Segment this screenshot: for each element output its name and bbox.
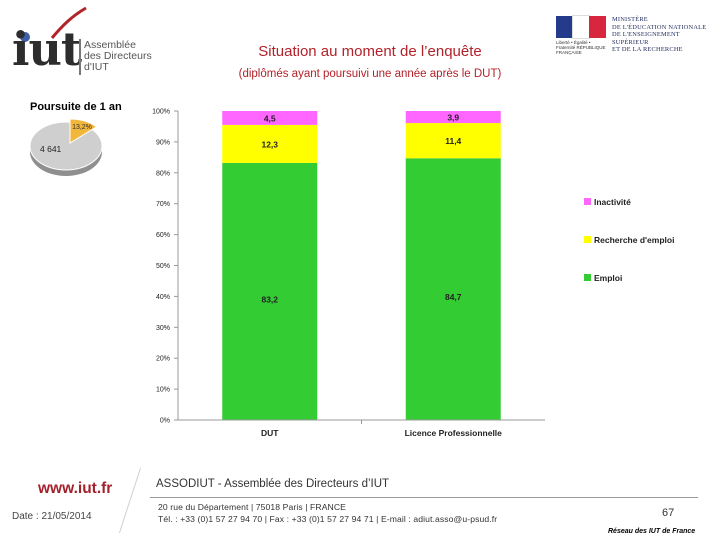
y-tick-label: 60% xyxy=(156,232,170,239)
pie-highlight-label: 13,2% xyxy=(72,124,92,131)
org-line-3: d'IUT xyxy=(84,61,109,73)
logo-swoosh-icon xyxy=(50,6,87,39)
data-label: 11,4 xyxy=(445,136,461,146)
pie-slice-highlight xyxy=(69,118,98,144)
network-name: Réseau des IUT de France xyxy=(608,528,696,535)
website-link[interactable]: www.iut.fr xyxy=(38,480,113,497)
ministry-logo: Liberté • Égalité • Fraternité RÉPUBLIQU… xyxy=(556,15,716,55)
org-line-2: des Directeurs xyxy=(84,50,152,62)
logo-org-name: Assemblée des Directeurs d'IUT xyxy=(84,40,164,73)
y-tick-label: 80% xyxy=(156,170,170,177)
y-tick-label: 40% xyxy=(156,294,170,301)
x-tick-label: Licence Professionnelle xyxy=(405,428,503,438)
association-name: ASSODIUT - Assemblée des Directeurs d’IU… xyxy=(156,478,390,490)
address-line-2: Tél. : +33 (0)1 57 27 94 70 | Fax : +33 … xyxy=(158,514,498,524)
ministry-name: MINISTÈRE DE L'ÉDUCATION NATIONALE DE L'… xyxy=(612,16,716,54)
logo-text: iut xyxy=(12,22,82,76)
y-tick-label: 50% xyxy=(156,263,170,270)
legend-swatch xyxy=(584,198,591,205)
pie-chart: 13,2% 4 641 xyxy=(29,118,103,176)
y-tick-label: 30% xyxy=(156,325,170,332)
data-label: 4,5 xyxy=(264,113,276,123)
y-tick-label: 0% xyxy=(160,418,170,425)
bar-segment xyxy=(405,123,501,159)
pie-count-label: 4 641 xyxy=(40,144,62,154)
bar-segment xyxy=(222,111,318,125)
data-label: 83,2 xyxy=(261,294,278,304)
ministry-line-2: DE L'ÉDUCATION NATIONALE xyxy=(612,23,707,31)
legend-swatch xyxy=(584,236,591,243)
y-tick-label: 90% xyxy=(156,139,170,146)
page-number: 67 xyxy=(662,507,675,519)
ministry-line-1: MINISTÈRE xyxy=(612,16,648,23)
footer-separator xyxy=(118,468,141,533)
bar-segment xyxy=(405,111,501,124)
iut-logo: iut Assemblée des Directeurs d'IUT xyxy=(12,6,152,82)
org-line-1: Assemblée xyxy=(84,39,136,51)
legend-label: Emploi xyxy=(594,273,622,283)
slide-title: Situation au moment de l’enquête xyxy=(258,43,482,60)
y-tick-label: 100% xyxy=(152,109,170,116)
legend-label: Recherche d'emploi xyxy=(594,235,674,245)
slide-subtitle: (diplômés ayant poursuivi une année aprè… xyxy=(238,68,502,80)
french-flag-icon xyxy=(556,15,606,39)
bar-segment xyxy=(405,158,501,420)
y-tick-label: 70% xyxy=(156,201,170,208)
data-label: 84,7 xyxy=(445,292,462,302)
legend-label: Inactivité xyxy=(594,197,631,207)
x-tick-label: DUT xyxy=(261,428,279,438)
data-label: 12,3 xyxy=(261,139,278,149)
y-axis: 0% 10% 20% 30% 40% 50% 60% 70% 80% 90% 100% xyxy=(152,109,179,425)
x-axis: DUT Licence Professionnelle xyxy=(178,419,545,438)
ministry-line-4: ET DE LA RECHERCHE xyxy=(612,46,683,54)
y-tick-label: 20% xyxy=(156,356,170,363)
bars: 83,2 12,3 4,5 84,7 11,4 3,9 xyxy=(222,111,501,421)
ministry-line-3: DE L'ENSEIGNEMENT SUPÉRIEUR xyxy=(612,31,680,46)
bar-segment xyxy=(222,162,318,421)
logo-dot-icon xyxy=(20,32,30,42)
pie-title: Poursuite de 1 an xyxy=(30,101,122,113)
marianne-text: Liberté • Égalité • Fraternité RÉPUBLIQU… xyxy=(556,40,606,55)
logo-divider xyxy=(79,39,81,75)
address-line-1: 20 rue du Département | 75018 Paris | FR… xyxy=(158,502,346,512)
bar-segment xyxy=(222,124,318,163)
stacked-bar-chart: 0% 10% 20% 30% 40% 50% 60% 70% 80% 90% 100% 83,2 12… xyxy=(152,109,545,438)
legend-swatch xyxy=(584,274,591,281)
date-text: Date : 21/05/2014 xyxy=(12,511,92,522)
chart-legend: Inactivité Recherche d'emploi Emploi xyxy=(584,197,674,283)
footer-divider xyxy=(150,497,698,498)
data-label: 3,9 xyxy=(447,113,459,123)
y-tick-label: 10% xyxy=(156,387,170,394)
